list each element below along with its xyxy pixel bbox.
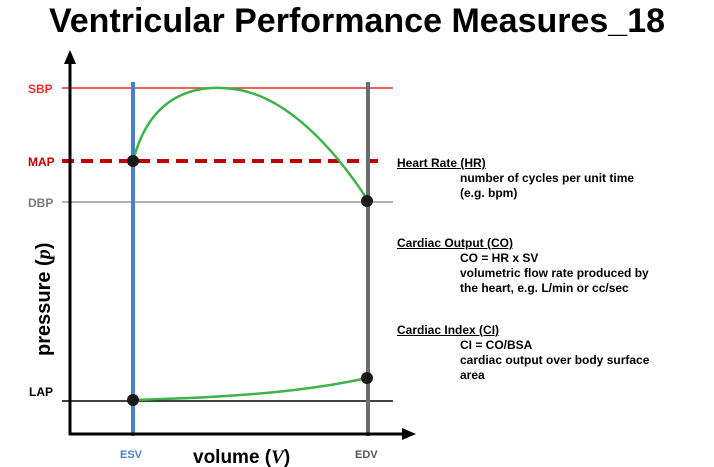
page-title: Ventricular Performance Measures_18: [48, 2, 666, 40]
definition-line: CI = CO/BSA: [460, 338, 533, 352]
y-axis-title: pressure (p): [33, 243, 55, 356]
definition-line: cardiac output over body surface: [460, 353, 650, 367]
point-edv-filling: [361, 372, 373, 384]
dbp-label: DBP: [28, 196, 53, 210]
filling-curve: [132, 376, 368, 402]
y-axis-title-main: pressure (: [33, 259, 55, 356]
point-edv-dbp: [361, 195, 373, 207]
definition-cardiac-output: Cardiac Output (CO) CO = HR x SV volumet…: [397, 236, 649, 296]
definition-line: volumetric flow rate produced by: [460, 266, 649, 280]
y-axis-title-var: p: [33, 249, 55, 261]
definition-line: (e.g. bpm): [460, 186, 518, 200]
definition-heart-rate: Heart Rate (HR) number of cycles per uni…: [397, 156, 634, 201]
y-axis-arrow: [64, 50, 76, 64]
x-axis-title-var: V: [271, 447, 285, 467]
definition-line: the heart, e.g. L/min or cc/sec: [460, 281, 629, 295]
definition-heading: Heart Rate (HR): [397, 156, 486, 170]
definition-heading: Cardiac Index (CI): [397, 323, 500, 337]
x-axis-title: volume (V): [193, 447, 290, 467]
esv-label: ESV: [120, 449, 143, 461]
point-esv-lap: [127, 394, 139, 406]
definition-cardiac-index: Cardiac Index (CI) CI = CO/BSA cardiac o…: [397, 323, 649, 383]
x-axis-title-main: volume (: [193, 447, 272, 467]
definition-heading: Cardiac Output (CO): [397, 236, 513, 250]
y-axis-title-close: ): [33, 243, 55, 250]
x-axis-title-close: ): [284, 447, 290, 467]
point-esv-map: [127, 155, 139, 167]
map-label: MAP: [28, 155, 55, 169]
definition-line: CO = HR x SV: [460, 251, 539, 265]
ejection-curve: [131, 86, 369, 200]
definition-line: area: [460, 368, 485, 382]
edv-label: EDV: [355, 449, 378, 461]
lap-label: LAP: [29, 385, 53, 399]
definition-line: number of cycles per unit time: [460, 171, 635, 185]
sbp-label: SBP: [28, 82, 53, 96]
x-axis-arrow: [402, 428, 416, 440]
